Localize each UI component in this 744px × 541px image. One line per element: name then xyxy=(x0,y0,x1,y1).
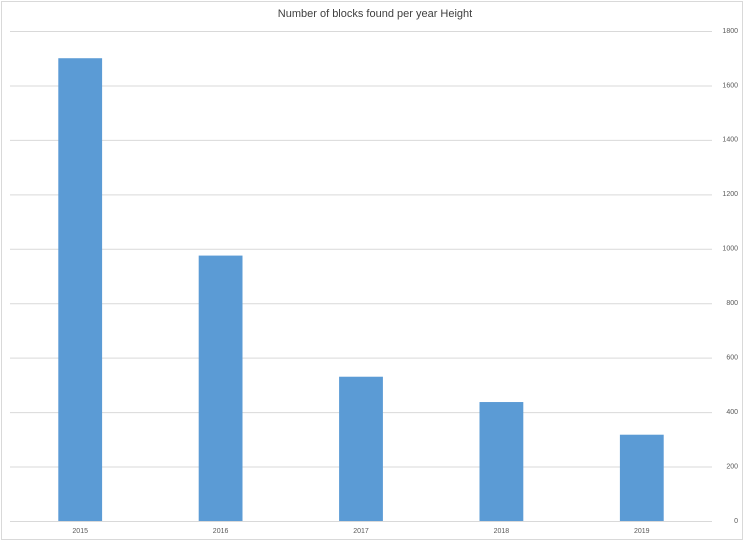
y-tick-label: 800 xyxy=(726,300,738,307)
x-tick-label: 2019 xyxy=(634,528,650,535)
y-tick-label: 600 xyxy=(726,355,738,362)
chart-title: Number of blocks found per year Height xyxy=(278,8,472,20)
bar xyxy=(479,402,524,521)
y-tick-label: 200 xyxy=(726,463,738,470)
x-tick-label: 2017 xyxy=(353,528,369,535)
y-tick-label: 1800 xyxy=(722,28,738,35)
y-tick-label: 1000 xyxy=(722,246,738,253)
bar xyxy=(619,434,664,521)
y-tick-label: 1200 xyxy=(722,191,738,198)
bar xyxy=(339,376,383,521)
bar xyxy=(58,58,103,521)
y-tick-label: 1400 xyxy=(722,137,738,144)
bar xyxy=(198,255,243,522)
x-tick-label: 2015 xyxy=(72,528,88,535)
x-tick-label: 2016 xyxy=(213,528,229,535)
y-tick-label: 1600 xyxy=(722,82,738,89)
x-tick-label: 2018 xyxy=(494,528,510,535)
y-tick-label: 400 xyxy=(726,409,738,416)
y-tick-label: 0 xyxy=(734,518,738,525)
